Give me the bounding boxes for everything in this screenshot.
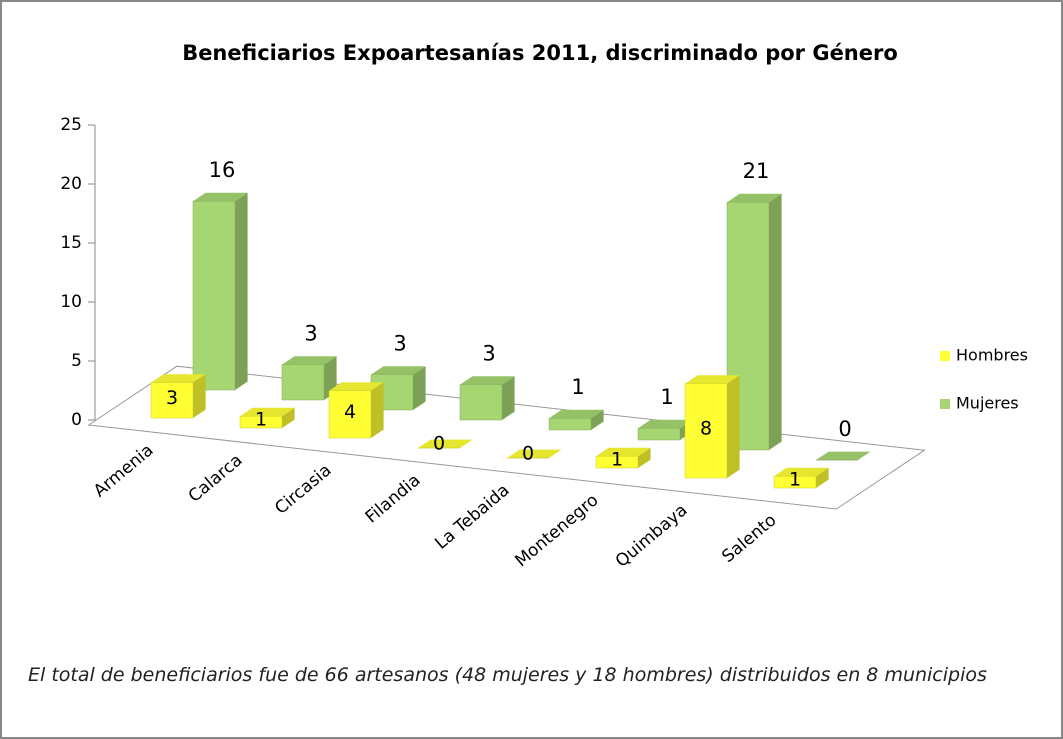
bar-top: [193, 192, 248, 202]
bar-side: [727, 375, 740, 478]
bar-top: [549, 409, 604, 419]
note: El total de beneficiarios fue de 66 arte…: [28, 664, 987, 686]
bar-top: [418, 439, 473, 448]
value-label: 1: [611, 449, 623, 471]
value-label: 0: [433, 433, 445, 455]
legend-swatch: [940, 399, 950, 409]
chart-title: Beneficiarios Expoartesanías 2011, discr…: [182, 41, 898, 65]
bar-top: [727, 193, 782, 203]
value-label: 3: [393, 332, 406, 356]
value-label: 0: [522, 443, 534, 465]
legend-swatch: [940, 351, 950, 361]
value-label: 1: [255, 409, 267, 431]
bar: [281, 364, 325, 401]
value-label: 1: [660, 385, 673, 409]
value-label: 3: [304, 322, 317, 346]
legend-label: Hombres: [956, 346, 1028, 365]
bar-side: [816, 467, 829, 488]
bar: [328, 390, 372, 439]
bar-top: [371, 366, 426, 375]
bar-top: [816, 451, 871, 460]
bar-side: [502, 376, 515, 420]
bar-top: [685, 375, 740, 384]
value-label: 3: [482, 342, 495, 366]
value-label: 0: [838, 417, 851, 441]
bar: [773, 475, 817, 489]
bar: [239, 415, 283, 429]
bar: [548, 417, 592, 431]
value-label: 1: [571, 375, 584, 399]
bar-top: [507, 449, 562, 458]
bar-top: [282, 356, 337, 365]
bar: [637, 427, 681, 441]
bar-side: [769, 193, 782, 451]
value-label: 21: [743, 159, 770, 183]
y-tick-label: 20: [60, 174, 82, 194]
bar: [192, 200, 236, 391]
value-label: 4: [344, 401, 356, 423]
bar-top: [329, 382, 384, 391]
y-tick-label: 0: [71, 410, 82, 430]
bar-top: [240, 407, 295, 417]
bar-top: [151, 374, 206, 383]
legend-label: Mujeres: [956, 394, 1019, 413]
bar-side: [638, 447, 651, 468]
bar-top: [774, 467, 829, 477]
bar-side: [413, 366, 426, 410]
y-tick-label: 5: [71, 351, 82, 371]
bar: [684, 383, 728, 479]
bar: [150, 382, 194, 419]
value-label: 8: [700, 417, 712, 439]
y-tick-label: 25: [60, 115, 82, 135]
bar: [595, 455, 639, 469]
value-label: 16: [209, 158, 236, 182]
bar-side: [371, 382, 384, 438]
value-label: 1: [789, 469, 801, 491]
y-tick-label: 10: [60, 292, 82, 312]
y-tick-label: 15: [60, 233, 82, 253]
bar-side: [193, 374, 206, 418]
value-label: 3: [166, 387, 178, 409]
bar-top: [638, 419, 693, 429]
bar-side: [591, 409, 604, 430]
bar-side: [235, 192, 248, 390]
bar: [459, 384, 503, 421]
bar-top: [460, 376, 515, 385]
bar-side: [282, 407, 295, 428]
bar-top: [596, 447, 651, 457]
